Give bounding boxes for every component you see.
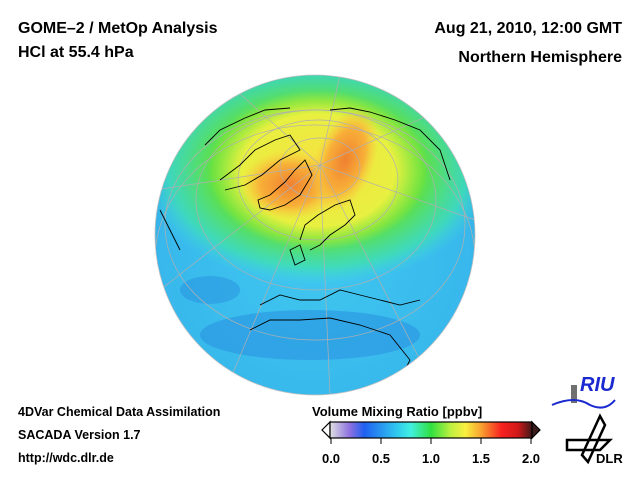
title-product: GOME–2 / MetOp Analysis [18, 20, 218, 37]
title-species: HCl at 55.4 hPa [18, 44, 134, 61]
colorbar-over-arrow [531, 420, 541, 440]
colorbar-tick: 1.0 [421, 451, 441, 466]
riu-logo [551, 385, 616, 409]
footer-version: SACADA Version 1.7 [18, 428, 141, 442]
colorbar [321, 420, 541, 444]
colorbar-label: Volume Mixing Ratio [ppbv] [312, 404, 483, 419]
hcl-field-orange-siberia [311, 107, 379, 213]
riu-logo-text: RIU [580, 374, 615, 396]
colorbar-tick: 0.5 [371, 451, 391, 466]
colorbar-under-arrow [321, 420, 331, 440]
dlr-logo-text: DLR [596, 451, 623, 466]
graticule [155, 75, 475, 395]
colorbar-ramp [329, 421, 533, 439]
footer-url[interactable]: http://wdc.dlr.de [18, 451, 114, 465]
title-datetime: Aug 21, 2010, 12:00 GMT [434, 20, 622, 37]
coastlines [159, 107, 451, 381]
title-region: Northern Hemisphere [458, 49, 622, 66]
dlr-logo [565, 413, 614, 465]
colorbar-tick: 0.0 [321, 451, 341, 466]
colorbar-tick: 1.5 [471, 451, 491, 466]
colorbar-tick: 2.0 [521, 451, 541, 466]
footer-method: 4DVar Chemical Data Assimilation [18, 405, 221, 419]
